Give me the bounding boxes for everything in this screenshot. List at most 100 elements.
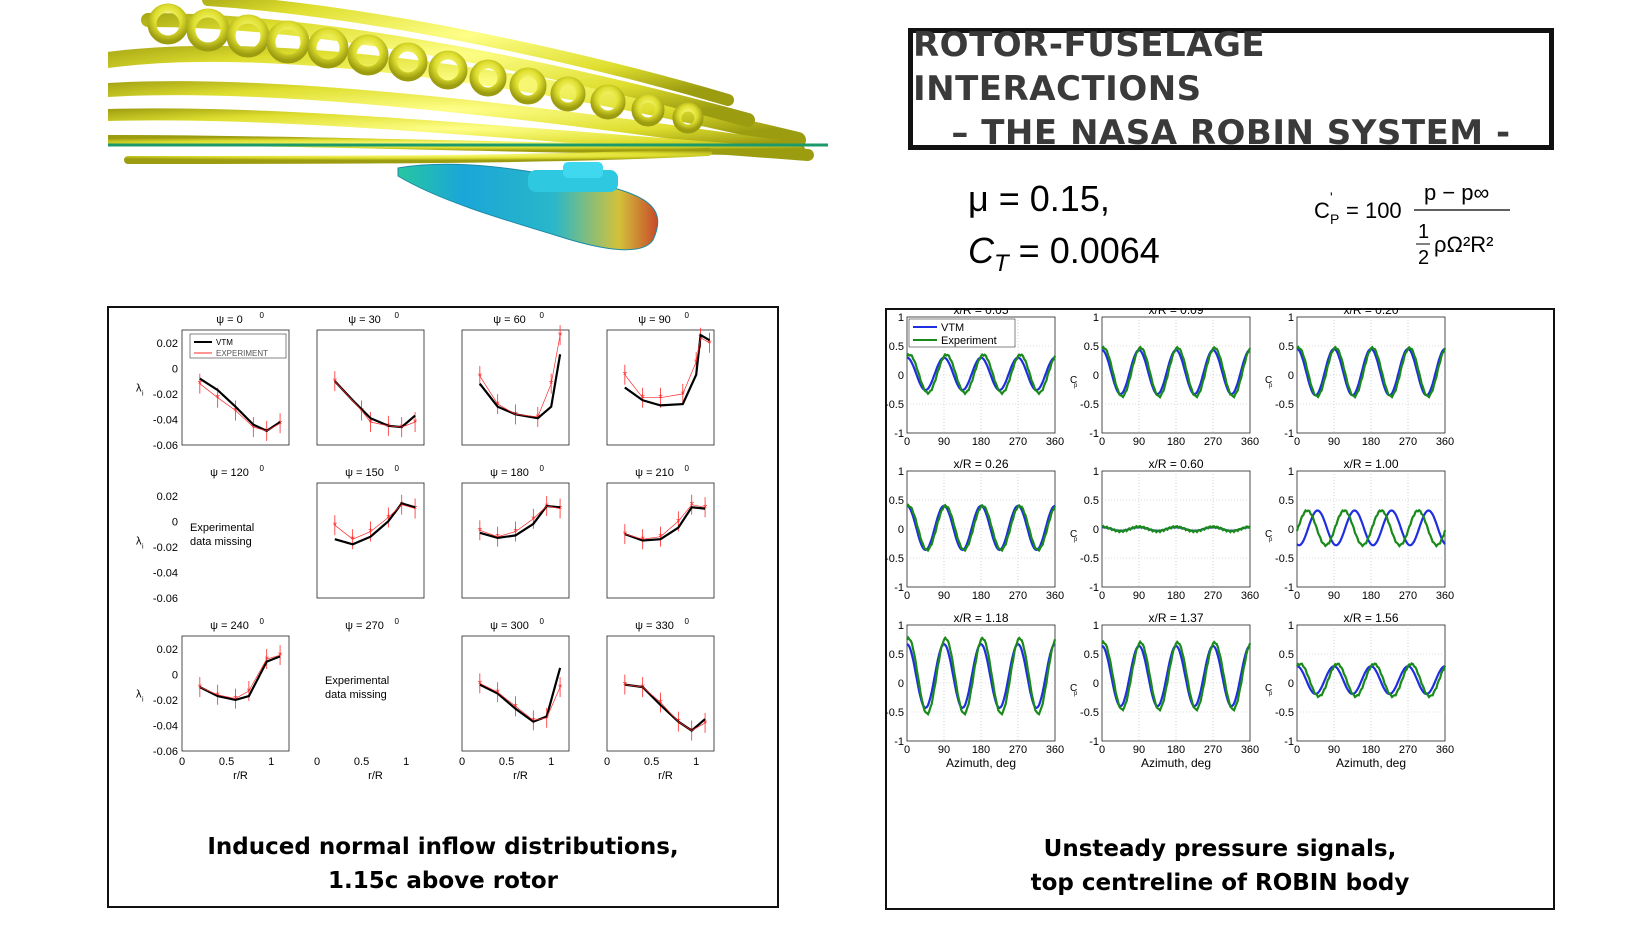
x-tick-label: 180 — [972, 436, 990, 448]
experiment-point: * — [413, 417, 418, 429]
formula-half-num: 1 — [1418, 221, 1429, 243]
formula-equals: = 100 — [1346, 198, 1402, 223]
subplot-title-sup: 0 — [395, 617, 400, 626]
x-tick-label: 270 — [1204, 744, 1222, 756]
experiment-line — [199, 383, 281, 432]
x-tick-label: 1 — [403, 756, 409, 768]
experiment-line — [906, 635, 1057, 717]
inflow-caption-line-1: Induced normal inflow distributions, — [207, 834, 679, 860]
y-tick-label: -0.04 — [153, 567, 178, 579]
x-tick-label: 270 — [1009, 744, 1027, 756]
x-tick-label: 90 — [1133, 744, 1145, 756]
x-tick-label: 360 — [1046, 744, 1064, 756]
x-tick-label: 0 — [1099, 744, 1105, 756]
rotor-wake-render — [108, 0, 828, 251]
y-axis-label: C — [1265, 683, 1272, 694]
x-tick-label: 180 — [1167, 436, 1185, 448]
inflow-charts: ψ = 0 00.020-0.02-0.04-0.06λ i**** **VTMEXP… — [136, 311, 715, 782]
subplot-title-sup: 0 — [260, 311, 265, 320]
y-tick-label: -0.04 — [153, 720, 178, 732]
experiment-point: * — [690, 500, 695, 512]
y-tick-label: -1 — [894, 428, 904, 440]
x-tick-label: 270 — [1399, 744, 1417, 756]
y-tick-label: -1 — [1089, 582, 1099, 594]
y-tick-label: 0.02 — [157, 338, 178, 350]
subplot-title: x/R = 1.00 — [1343, 457, 1398, 471]
y-tick-label: 1 — [1093, 312, 1099, 324]
y-axis-label-sub: p — [1269, 383, 1273, 389]
pressure-caption-line-2: top centreline of ROBIN body — [1030, 870, 1410, 896]
y-tick-label: -0.5 — [1275, 399, 1294, 411]
y-tick-label: -0.02 — [153, 542, 178, 554]
plot-area — [461, 635, 570, 752]
y-tick-label: 0.5 — [1084, 341, 1099, 353]
subplot-title-sup: 0 — [540, 464, 545, 473]
experiment-point: * — [641, 393, 646, 405]
y-axis-label: λ — [136, 536, 142, 548]
x-tick-label: 0 — [1294, 436, 1300, 448]
pressure-subplot: x/R = 1.1809018027036010.50-0.5-1CpAzimu… — [885, 611, 1064, 770]
experiment-point: * — [558, 504, 563, 516]
x-axis-label: Azimuth, deg — [1141, 756, 1211, 770]
x-tick-label: 90 — [1328, 590, 1340, 602]
y-tick-label: 0 — [1288, 678, 1294, 690]
subplot-title: x/R = 1.56 — [1343, 611, 1398, 625]
x-tick-label: 1 — [548, 756, 554, 768]
subplot-title: ψ = 60 — [493, 314, 526, 326]
missing-data-line-2: data missing — [190, 536, 252, 548]
x-tick-label: 270 — [1399, 590, 1417, 602]
x-tick-label: 0 — [179, 756, 185, 768]
y-tick-label: 1 — [1288, 312, 1294, 324]
experiment-point: * — [676, 516, 681, 528]
x-tick-label: 0 — [1294, 590, 1300, 602]
vtm-line — [479, 667, 562, 723]
experiment-line — [1101, 345, 1252, 399]
y-tick-label: 0.5 — [1279, 649, 1294, 661]
legend: VTM EXPERIMENT — [189, 333, 287, 359]
y-axis-label-sub: i — [142, 697, 144, 704]
subplot-title-sup: 0 — [685, 311, 690, 320]
x-tick-label: 0 — [604, 756, 610, 768]
pressure-subplot: x/R = 0.09 0 90 180 270 360 1 0.5 0 -0.5 -1 Cp — [1070, 308, 1259, 448]
subplot-title: ψ = 240 — [210, 620, 249, 632]
subplot-title: x/R = 0.26 — [953, 457, 1008, 471]
cp-formula: C P ' = 100 p − p∞ 1 2 ρΩ²R² — [1314, 180, 1510, 269]
legend-label-experiment: EXPERIMENT — [216, 349, 268, 358]
vtm-line — [1296, 509, 1446, 547]
experiment-point: * — [333, 520, 338, 532]
pressure-charts: x/R = 0.05 0 90 180 270 360 1 0.5 0 -0.5 -1 Cp VTMEx… — [885, 308, 1454, 770]
subplot-title: ψ = 210 — [635, 467, 674, 479]
experiment-line — [906, 503, 1057, 553]
x-tick-label: 180 — [972, 744, 990, 756]
y-tick-label: 1 — [1093, 620, 1099, 632]
experiment-line — [479, 505, 561, 538]
y-tick-label: -1 — [894, 736, 904, 748]
experiment-point: * — [251, 422, 256, 434]
y-axis-label-sub: p — [1074, 537, 1078, 543]
experiment-line — [624, 504, 706, 540]
y-tick-label: -0.5 — [1275, 553, 1294, 565]
y-tick-label: 0 — [1093, 524, 1099, 536]
experiment-line — [624, 337, 710, 399]
x-tick-label: 360 — [1436, 590, 1454, 602]
y-tick-label: 0 — [1093, 678, 1099, 690]
y-axis-label-sub: p — [1074, 691, 1078, 697]
experiment-point: * — [531, 514, 536, 526]
x-tick-label: 90 — [1133, 436, 1145, 448]
pressure-subplot: x/R = 0.0509018027036010.50-0.5-1CpVTMEx… — [885, 308, 1064, 448]
subplot-title-sup: 0 — [260, 464, 265, 473]
x-tick-label: 0.5 — [499, 756, 514, 768]
subplot-title-sup: 0 — [685, 617, 690, 626]
x-tick-label: 360 — [1241, 590, 1259, 602]
missing-data-line-1: Experimental — [190, 522, 254, 534]
experiment-point: * — [549, 379, 554, 391]
formula-half-den: 2 — [1418, 247, 1429, 269]
y-tick-label: 0.02 — [157, 491, 178, 503]
x-tick-label: 180 — [1362, 744, 1380, 756]
y-tick-label: 1 — [898, 312, 904, 324]
y-axis-label: C — [1070, 375, 1077, 386]
x-tick-label: 90 — [938, 744, 950, 756]
vtm-line — [624, 333, 711, 407]
ct-value: CT = 0.0064 — [968, 230, 1160, 278]
experiment-point: * — [658, 393, 663, 405]
